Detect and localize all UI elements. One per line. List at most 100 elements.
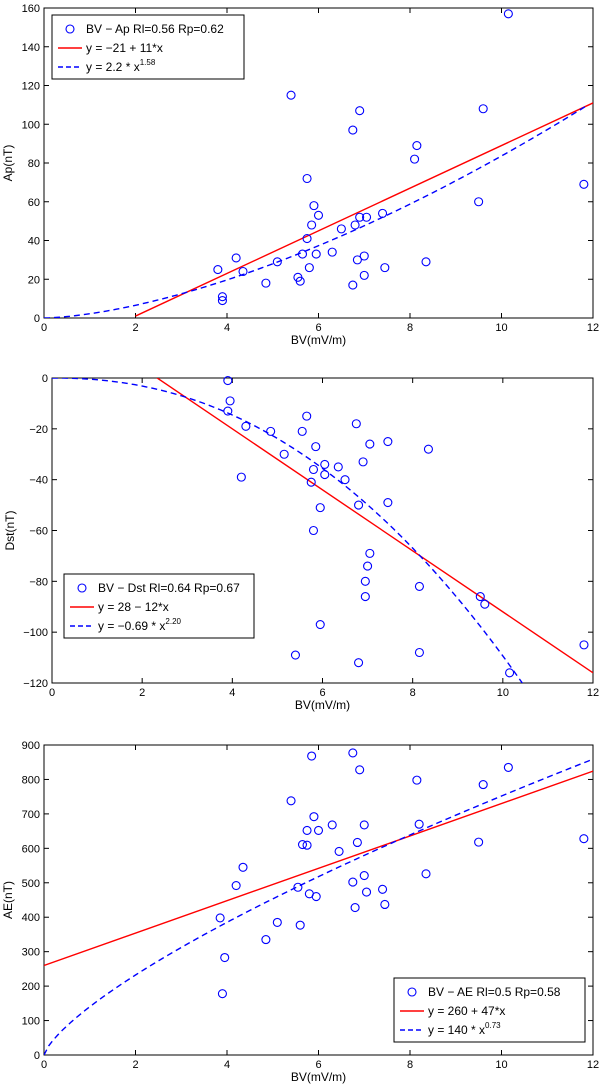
data-point bbox=[352, 837, 362, 848]
data-point bbox=[361, 212, 372, 222]
x-tick-label: 4 bbox=[224, 322, 230, 334]
y-tick-label: 300 bbox=[22, 947, 40, 959]
legend-scatter-label: BV − Dst Rl=0.64 Rp=0.67 bbox=[98, 581, 240, 595]
x-tick-label: 8 bbox=[407, 1059, 413, 1071]
data-point bbox=[383, 436, 393, 447]
data-point bbox=[355, 106, 365, 116]
y-tick-label: 100 bbox=[22, 119, 40, 131]
data-point bbox=[363, 561, 373, 571]
data-point bbox=[313, 210, 324, 220]
data-point bbox=[333, 462, 343, 472]
data-point bbox=[236, 472, 246, 482]
y-tick-label: 0 bbox=[42, 373, 48, 385]
x-tick-label: 12 bbox=[587, 1059, 599, 1071]
x-tick-label: 2 bbox=[132, 322, 138, 334]
x-tick-label: 8 bbox=[407, 322, 413, 334]
legend-power-label: y = 140 * x0.73 bbox=[428, 1021, 501, 1037]
data-point bbox=[359, 270, 369, 280]
data-point bbox=[421, 257, 431, 267]
data-point bbox=[293, 882, 303, 892]
data-point bbox=[412, 775, 422, 785]
y-tick-label: 140 bbox=[22, 42, 40, 54]
legend-scatter-label: BV − Ap Rl=0.56 Rp=0.62 bbox=[86, 22, 224, 36]
data-point bbox=[350, 220, 360, 230]
y-tick-label: −20 bbox=[29, 424, 48, 436]
data-point bbox=[414, 647, 424, 658]
data-point bbox=[360, 576, 370, 586]
y-tick-label: 500 bbox=[22, 878, 40, 890]
legend-linear-label: y = 28 − 12*x bbox=[98, 600, 169, 614]
y-tick-label: 120 bbox=[22, 81, 40, 93]
x-tick-label: 0 bbox=[49, 687, 55, 699]
data-point bbox=[336, 224, 346, 234]
y-tick-label: −80 bbox=[29, 576, 48, 588]
data-point bbox=[217, 989, 227, 999]
data-point bbox=[380, 263, 390, 273]
data-point bbox=[290, 650, 301, 660]
y-tick-label: 80 bbox=[28, 158, 40, 170]
data-point bbox=[261, 935, 271, 945]
data-point bbox=[302, 825, 312, 835]
x-tick-label: 2 bbox=[139, 687, 145, 699]
y-axis-label: AE(nT) bbox=[1, 881, 15, 919]
data-point bbox=[579, 640, 589, 650]
x-tick-label: 2 bbox=[132, 1059, 138, 1071]
data-point bbox=[340, 475, 350, 485]
data-point bbox=[295, 276, 305, 286]
data-point bbox=[223, 406, 233, 416]
legend-power-prefix: y = −0.69 * x bbox=[98, 619, 165, 633]
data-point bbox=[359, 870, 369, 881]
x-tick-label: 4 bbox=[224, 1059, 230, 1071]
x-tick-label: 6 bbox=[315, 322, 321, 334]
legend-power-prefix: y = 140 * x bbox=[428, 1023, 485, 1037]
y-tick-label: −60 bbox=[29, 526, 48, 538]
data-point bbox=[414, 819, 424, 829]
y-tick-label: 100 bbox=[22, 1016, 40, 1028]
data-point bbox=[480, 599, 490, 609]
x-axis-label: BV(mV/m) bbox=[291, 1070, 346, 1084]
y-tick-label: −40 bbox=[29, 475, 48, 487]
data-point bbox=[311, 249, 321, 259]
data-point bbox=[302, 173, 312, 184]
data-point bbox=[220, 952, 230, 963]
linear-fit-line bbox=[156, 378, 593, 674]
data-point bbox=[505, 668, 515, 678]
legend-marker-scatter bbox=[65, 24, 75, 34]
y-tick-label: 40 bbox=[28, 236, 40, 248]
legend-power-exponent: 0.73 bbox=[485, 1021, 501, 1030]
data-point bbox=[475, 592, 485, 602]
legend-power-label: y = −0.69 * x2.20 bbox=[98, 617, 182, 633]
data-point bbox=[241, 421, 251, 431]
data-point bbox=[360, 592, 370, 602]
data-point bbox=[238, 266, 248, 277]
dst-panel: 0 2 4 6 8 10 12 0 −20 −40 −60 −80 −100 −120 BV(mV/m) Ds… bbox=[3, 373, 599, 712]
x-tick-label: 12 bbox=[587, 687, 599, 699]
data-point bbox=[352, 255, 362, 265]
legend-box bbox=[393, 977, 586, 1043]
linear-fit-line bbox=[135, 102, 593, 317]
data-point bbox=[354, 658, 364, 668]
data-point bbox=[238, 862, 248, 872]
data-point bbox=[302, 840, 312, 850]
data-point bbox=[358, 457, 368, 467]
x-tick-label: 10 bbox=[495, 322, 507, 334]
y-tick-label: 900 bbox=[22, 740, 40, 752]
x-tick-label: 10 bbox=[495, 1059, 507, 1071]
legend-power-prefix: y = 2.2 * x bbox=[86, 60, 140, 74]
data-point bbox=[315, 619, 325, 630]
data-point bbox=[383, 497, 393, 508]
data-point bbox=[350, 903, 360, 913]
y-axis-label: Ap(nT) bbox=[1, 145, 15, 182]
y-tick-label: 0 bbox=[34, 313, 40, 325]
ap-panel: 0 2 4 6 8 10 12020406080100120140160BV(mV/m)Ap… bbox=[1, 3, 599, 347]
power-fit-curve bbox=[44, 758, 593, 1055]
data-point bbox=[297, 426, 307, 436]
data-point bbox=[412, 141, 422, 151]
legend-scatter-label: BV − AE Rl=0.5 Rp=0.58 bbox=[428, 985, 561, 999]
data-point bbox=[359, 820, 369, 830]
data-point bbox=[308, 464, 319, 475]
data-point bbox=[311, 892, 321, 902]
data-point bbox=[348, 125, 358, 135]
data-point bbox=[307, 220, 317, 230]
